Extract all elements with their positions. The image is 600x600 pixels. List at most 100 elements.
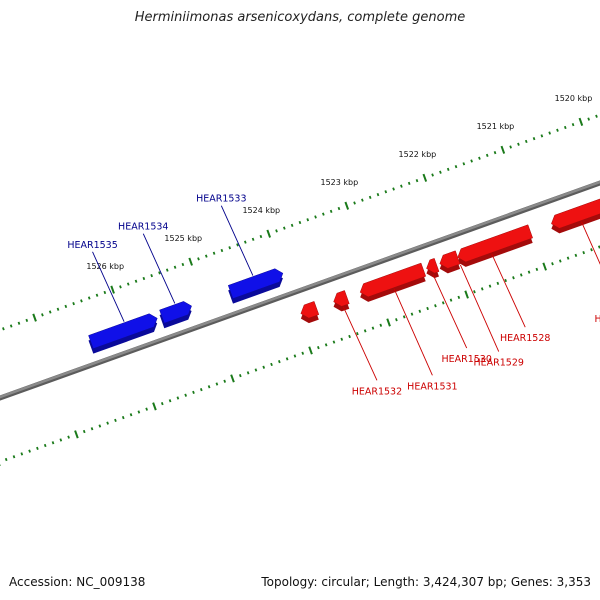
minor-tick [566,256,570,260]
minor-tick [207,385,211,389]
minor-tick [290,223,294,227]
minor-tick [590,248,593,252]
minor-tick [317,346,320,350]
major-tick [422,173,428,182]
genome-backbone [0,180,600,401]
minor-tick [384,190,388,194]
minor-tick [574,253,578,257]
minor-tick [173,265,177,269]
gene-label-hear1531: HEAR1531 [407,381,457,392]
minor-tick [368,195,372,199]
minor-tick [20,452,24,456]
minor-tick [114,418,117,422]
minor-tick [275,229,278,233]
gene-arrow-hear1528 [457,224,533,263]
minor-tick [371,326,375,330]
major-tick [542,262,547,271]
major-tick [230,374,235,383]
minor-tick [324,343,328,347]
gene-label-hear1529: HEAR1529 [474,358,524,369]
minor-tick [59,438,63,442]
minor-tick [379,323,383,327]
minor-tick [519,273,523,277]
minor-tick [353,201,356,205]
minor-tick [176,396,180,400]
minor-tick [251,237,255,241]
gene-arrow-hear1529 [439,250,461,269]
minor-tick [106,421,109,425]
minor-tick [418,309,422,313]
minor-tick [301,351,305,355]
minor-tick [478,156,481,160]
minor-tick [535,267,539,271]
tick-label: 1523 kbp [320,178,358,187]
gene-arrow-hear1531 [359,262,427,298]
minor-tick [431,173,434,177]
minor-tick [340,337,344,341]
major-tick [308,346,313,355]
major-tick [578,117,584,126]
minor-tick [532,137,536,141]
minor-tick [17,321,21,325]
minor-tick [51,441,55,445]
minor-tick [36,446,39,450]
minor-tick [278,360,281,364]
genome-summary-text: Topology: circular; Length: 3,424,307 bp… [261,575,591,589]
minor-tick [192,390,195,395]
label-leader-line [580,221,600,265]
gene-label-hear1530: HEAR1530 [441,354,491,365]
minor-tick [137,410,141,414]
minor-tick [145,407,148,411]
gene-label-hear1535: HEAR1535 [67,240,117,251]
major-tick [152,402,157,411]
minor-tick [283,226,286,230]
minor-tick [238,374,242,378]
minor-tick [517,142,520,146]
minor-tick [587,117,591,121]
tick-label: 1520 kbp [555,94,593,103]
gene-arrow-hear1534 [159,301,192,324]
major-tick [32,313,37,322]
minor-tick [322,212,325,216]
minor-tick [259,234,263,239]
gene-label-hear1533: HEAR1533 [196,194,246,205]
minor-tick [439,170,442,174]
tick-label: 1521 kbp [477,122,515,131]
minor-tick [80,299,83,303]
minor-tick [363,329,367,333]
minor-tick [314,215,317,219]
minor-tick [90,427,94,431]
minor-tick [184,393,188,397]
minor-tick [332,340,336,344]
label-leader-line [92,251,125,322]
minor-tick [181,262,185,267]
minor-tick [361,198,364,202]
minor-tick [426,306,429,311]
minor-tick [457,295,461,299]
gene-arrow-hear1536 [300,301,320,319]
minor-tick [392,187,395,191]
minor-tick [512,276,515,280]
gene-labels: HEAR1524HEAR1527HEAR1528HEAR1529HEAR1530… [67,194,600,397]
major-tick [188,257,193,266]
minor-tick [126,282,130,286]
minor-tick [246,371,250,375]
label-leader-line [142,233,176,304]
major-tick [266,229,272,238]
label-leader-line [342,306,378,381]
minor-tick [82,429,86,434]
minor-tick [356,332,359,336]
tick-label: 1526 kbp [86,262,124,271]
label-leader-line [491,253,526,328]
minor-tick [142,276,146,281]
minor-tick [150,274,153,278]
gene-label-hear1527: HEAR1527 [594,314,600,325]
minor-tick [551,262,554,266]
minor-tick [72,302,75,306]
minor-tick [134,279,138,283]
gene-arrow-hear1530 [426,257,440,274]
minor-tick [95,293,99,297]
minor-tick [228,246,232,250]
minor-tick [298,220,302,225]
